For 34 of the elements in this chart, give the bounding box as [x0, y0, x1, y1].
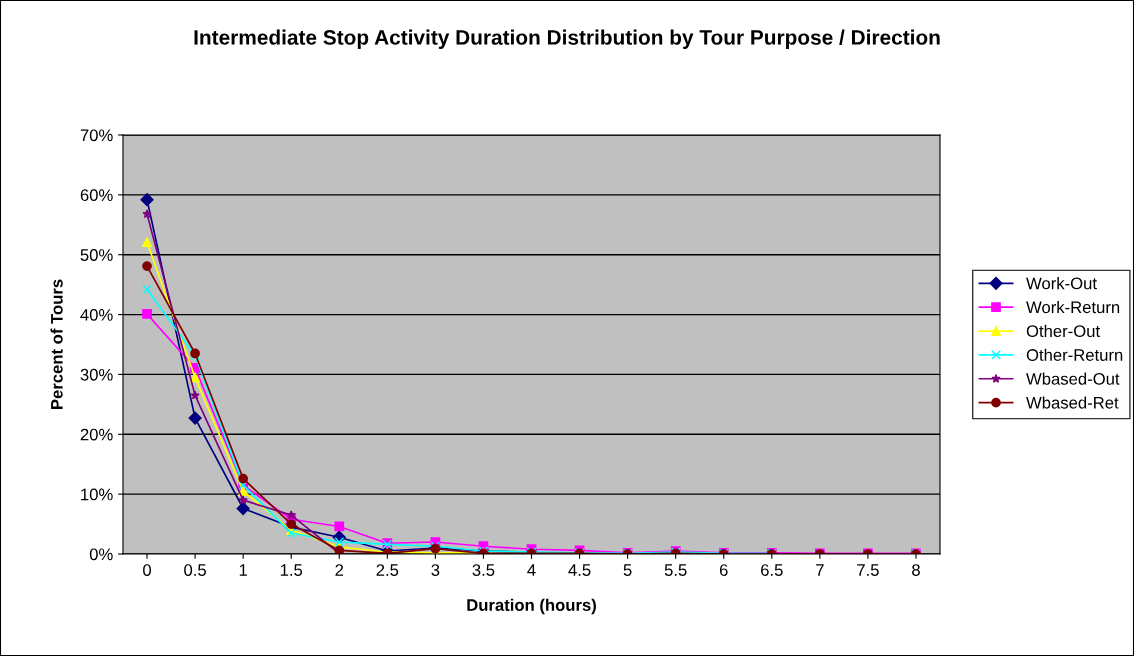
- y-tick-label: 40%: [80, 308, 113, 321]
- y-tick-label: 60%: [80, 189, 113, 202]
- x-tick-label: 5.5: [664, 564, 687, 576]
- x-tick-label: 2.5: [376, 564, 399, 576]
- x-tick-label: 0: [143, 564, 152, 576]
- x-tick-label: 1: [239, 564, 247, 576]
- x-tick-label: 7.5: [857, 564, 879, 576]
- x-tick-label: 2: [335, 564, 344, 576]
- legend-label: Other-Return: [1026, 348, 1123, 361]
- x-tick-label: 6.5: [761, 564, 783, 576]
- y-tick-label: 50%: [80, 249, 113, 261]
- x-tick-label: 1.5: [280, 564, 303, 576]
- x-tick-label: 3.5: [472, 564, 495, 576]
- x-tick-label: 0.5: [184, 564, 206, 576]
- x-tick-label: 5: [623, 564, 632, 576]
- chart-title: Intermediate Stop Activity Duration Distribution by Tour Purpose / Direction: [194, 29, 940, 49]
- y-tick-label: 20%: [80, 428, 113, 441]
- x-axis-title: Duration (hours): [467, 598, 596, 615]
- legend-label: Wbased-Ret: [1026, 396, 1119, 409]
- legend-label: Work-Return: [1026, 300, 1120, 314]
- x-tick-label: 8: [912, 564, 920, 576]
- x-tick-label: 7: [816, 564, 824, 576]
- y-axis-title: Percent of Tours: [50, 279, 63, 409]
- x-tick-label: 4: [527, 564, 536, 576]
- y-tick-label: 70%: [80, 129, 113, 142]
- x-tick-label: 3: [431, 564, 440, 576]
- legend-label: Wbased-Out: [1026, 372, 1120, 385]
- legend-label: Other-Out: [1026, 324, 1100, 338]
- x-tick-label: 4.5: [568, 564, 591, 576]
- y-tick-label: 10%: [81, 488, 113, 501]
- y-tick-label: 0%: [89, 548, 113, 561]
- x-tick-label: 6: [719, 564, 728, 576]
- legend-label: Work-Out: [1026, 277, 1097, 290]
- y-tick-label: 30%: [80, 368, 113, 381]
